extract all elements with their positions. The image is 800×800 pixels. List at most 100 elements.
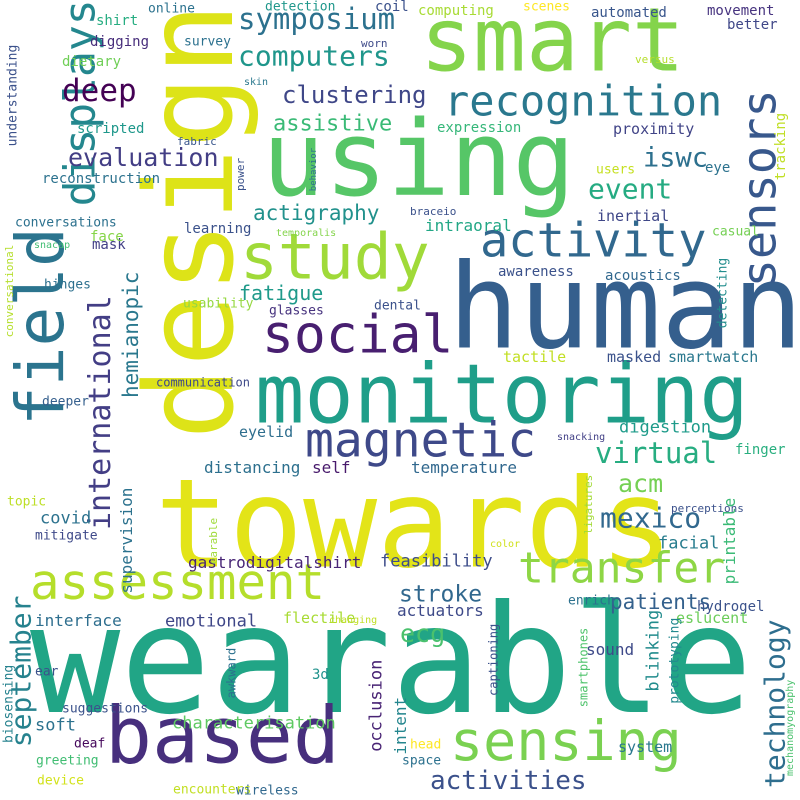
word-wearable: wearable	[30, 574, 752, 748]
word-supervision: supervision	[117, 488, 136, 594]
word-hinges: hinges	[44, 277, 91, 292]
word-human: human	[448, 237, 800, 375]
word-distancing: distancing	[204, 458, 300, 477]
word-eye: eye	[705, 160, 730, 176]
word-international: international	[83, 295, 118, 530]
word-virtual: virtual	[595, 436, 717, 470]
word-actuators: actuators	[397, 601, 484, 620]
word-ligatures: ligatures	[582, 475, 595, 535]
word-interface: interface	[35, 611, 122, 630]
word-hemianopic: hemianopic	[119, 272, 143, 398]
word-self: self	[312, 458, 351, 477]
word-tracking: tracking	[773, 113, 789, 180]
word-usability: usability	[183, 296, 254, 311]
word-users: users	[596, 162, 635, 177]
word-changing: changing	[329, 615, 377, 626]
word-smart: smart	[420, 0, 685, 91]
word-skin: skin	[244, 77, 268, 88]
word-sensors: sensors	[733, 89, 788, 287]
word-mask: mask	[92, 237, 126, 253]
word-monitoring: monitoring	[255, 348, 749, 443]
word-study: study	[240, 220, 430, 293]
word-smartphones: smartphones	[577, 628, 591, 707]
word-patients: patients	[610, 590, 711, 614]
word-mexico: mexico	[600, 501, 701, 534]
word-topic: topic	[7, 494, 46, 509]
word-gastrodigitalshirt: gastrodigitalshirt	[188, 553, 361, 572]
word-activity: activity	[480, 214, 706, 269]
word-social: social	[262, 304, 453, 365]
word-system: system	[618, 738, 672, 756]
word-assessment: assessment	[30, 554, 325, 611]
word-automated: automated	[591, 5, 667, 21]
word-september: september	[4, 595, 37, 747]
word-temporalis: temporalis	[276, 228, 336, 239]
word-digging: digging	[90, 34, 149, 50]
word-evaluation: evaluation	[68, 143, 219, 172]
word-flectile: flectile	[283, 609, 355, 627]
word-finger: finger	[735, 442, 786, 458]
word-deep: deep	[62, 73, 137, 109]
word-temperature: temperature	[411, 458, 517, 477]
word-behavior: behavior	[309, 147, 319, 191]
word-scenes: scenes	[523, 0, 570, 14]
word-coil: coil	[375, 0, 409, 15]
word-worn: worn	[361, 37, 388, 50]
word-deeper: deeper	[42, 394, 89, 409]
word-understanding: understanding	[5, 45, 20, 147]
word-scripted: scripted	[77, 121, 144, 137]
word-acoustics: acoustics	[605, 268, 681, 284]
word-head: head	[410, 737, 441, 752]
word-blinking: blinking	[644, 610, 664, 692]
word-sound: sound	[586, 640, 634, 659]
word-eyelid: eyelid	[239, 423, 293, 441]
word-eslucent: eslucent	[676, 609, 748, 627]
word-shirt: shirt	[96, 13, 138, 29]
word-reconstruction: reconstruction	[42, 171, 160, 187]
word-smartwatch: smartwatch	[668, 348, 758, 366]
word-tactile: tactile	[503, 348, 566, 366]
word-color: color	[490, 539, 520, 550]
word-snacap: snacap	[34, 240, 70, 251]
word-symposium: symposium	[238, 2, 395, 36]
word-suggestions: suggestions	[62, 701, 148, 716]
word-proximity: proximity	[613, 120, 694, 138]
word-feasibility: feasibility	[380, 552, 493, 572]
word-online: online	[148, 1, 195, 16]
word-device: device	[37, 773, 84, 788]
word-dental: dental	[374, 298, 421, 313]
word-characterisation: characterisation	[172, 714, 336, 734]
word-computers: computers	[238, 39, 390, 72]
word-awareness: awareness	[498, 264, 574, 280]
word-facial: facial	[658, 534, 719, 554]
word-assistive: assistive	[273, 112, 392, 137]
word-dietary: dietary	[62, 54, 121, 70]
word-clustering: clustering	[282, 81, 427, 109]
word-3d: 3d	[312, 667, 329, 683]
word-earable: earable	[207, 518, 220, 564]
word-expression: expression	[437, 120, 521, 136]
word-movement: movement	[707, 3, 774, 19]
word-wireless: wireless	[236, 783, 299, 798]
word-hydrogel: hydrogel	[697, 599, 764, 615]
word-inertial: inertial	[597, 207, 669, 225]
word-transfer: transfer	[518, 543, 725, 593]
word-computing: computing	[418, 3, 494, 19]
word-perceptions: perceptions	[671, 502, 744, 515]
word-conversations: conversations	[15, 215, 117, 230]
word-snacking: snacking	[557, 432, 605, 443]
word-fabric: fabric	[177, 135, 217, 148]
word-ecg: ecg	[400, 619, 445, 648]
word-face: face	[90, 229, 124, 245]
word-acm: acm	[618, 469, 663, 498]
word-recognition: recognition	[444, 77, 722, 126]
word-towards: towards	[155, 453, 673, 596]
word-displays: displays	[55, 0, 105, 206]
word-design: design	[120, 3, 261, 440]
word-braceio: braceio	[410, 205, 456, 218]
word-fatigue: fatigue	[239, 281, 323, 305]
word-ear: ear	[35, 664, 59, 679]
word-iswc: iswc	[643, 143, 708, 174]
